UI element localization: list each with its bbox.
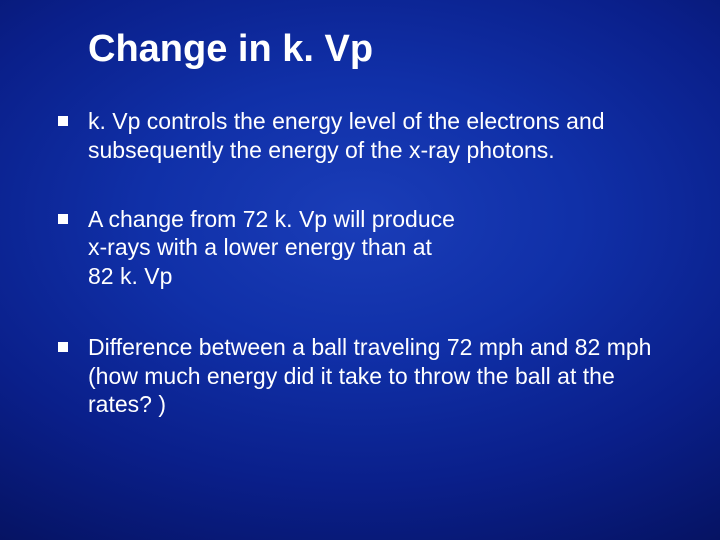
slide: Change in k. Vp k. Vp controls the energ… (0, 0, 720, 540)
bullet-text: Difference between a ball traveling 72 m… (88, 334, 651, 418)
bullet-square-icon (58, 116, 68, 126)
list-item: Difference between a ball traveling 72 m… (52, 333, 670, 419)
slide-title: Change in k. Vp (88, 28, 670, 71)
bullet-square-icon (58, 214, 68, 224)
list-item: k. Vp controls the energy level of the e… (52, 107, 670, 165)
list-item: A change from 72 k. Vp will producex-ray… (52, 205, 670, 291)
bullet-square-icon (58, 342, 68, 352)
bullet-text: A change from 72 k. Vp will producex-ray… (88, 206, 455, 290)
bullet-list: k. Vp controls the energy level of the e… (50, 107, 670, 419)
bullet-text: k. Vp controls the energy level of the e… (88, 108, 605, 163)
